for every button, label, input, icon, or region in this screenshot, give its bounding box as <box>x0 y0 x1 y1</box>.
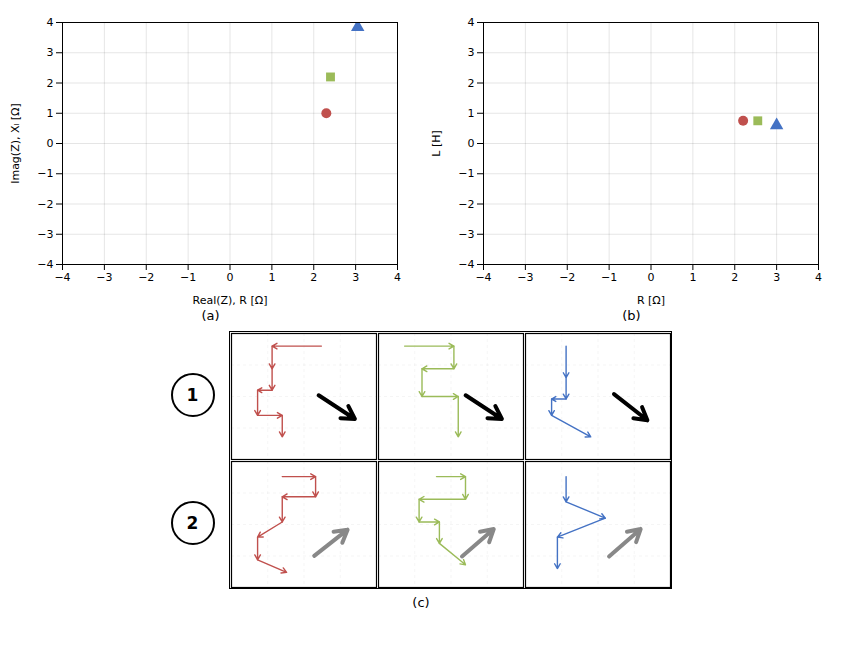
svg-text:Real(Z), R [Ω]: Real(Z), R [Ω] <box>193 294 268 307</box>
svg-text:3: 3 <box>47 46 54 59</box>
svg-text:−3: −3 <box>458 228 474 241</box>
svg-text:−1: −1 <box>458 167 474 180</box>
svg-text:−1: −1 <box>601 271 617 284</box>
svg-text:−4: −4 <box>37 258 53 271</box>
svg-text:−3: −3 <box>96 271 112 284</box>
svg-text:0: 0 <box>648 271 655 284</box>
svg-text:2: 2 <box>468 77 475 90</box>
svg-text:2: 2 <box>310 271 317 284</box>
svg-text:−1: −1 <box>37 167 53 180</box>
svg-text:−3: −3 <box>517 271 533 284</box>
svg-text:4: 4 <box>394 271 401 284</box>
svg-text:3: 3 <box>468 46 475 59</box>
svg-text:−4: −4 <box>54 271 70 284</box>
svg-text:−2: −2 <box>37 198 53 211</box>
svg-text:2: 2 <box>731 271 738 284</box>
svg-text:0: 0 <box>47 137 54 150</box>
svg-text:2: 2 <box>47 77 54 90</box>
svg-text:3: 3 <box>773 271 780 284</box>
svg-text:4: 4 <box>468 16 475 29</box>
svg-text:1: 1 <box>689 271 696 284</box>
svg-text:3: 3 <box>352 271 359 284</box>
svg-text:−3: −3 <box>37 228 53 241</box>
svg-text:1: 1 <box>468 107 475 120</box>
svg-text:−2: −2 <box>559 271 575 284</box>
html-text:1: 1 <box>186 385 199 405</box>
html-text:2: 2 <box>186 513 199 533</box>
svg-text:4: 4 <box>47 16 54 29</box>
svg-text:L [H]: L [H] <box>430 130 443 156</box>
html-text:(b): (b) <box>622 308 641 323</box>
svg-text:−2: −2 <box>138 271 154 284</box>
svg-text:−4: −4 <box>458 258 474 271</box>
svg-text:−2: −2 <box>458 198 474 211</box>
svg-text:−1: −1 <box>180 271 196 284</box>
svg-text:−4: −4 <box>475 271 491 284</box>
svg-text:1: 1 <box>268 271 275 284</box>
svg-text:1: 1 <box>47 107 54 120</box>
html-text:(c): (c) <box>412 595 430 610</box>
svg-text:0: 0 <box>227 271 234 284</box>
svg-text:Imag(Z), Xₗ [Ω]: Imag(Z), Xₗ [Ω] <box>9 103 22 184</box>
svg-text:4: 4 <box>815 271 822 284</box>
html-text:(a): (a) <box>201 308 220 323</box>
svg-text:0: 0 <box>468 137 475 150</box>
svg-text:R [Ω]: R [Ω] <box>637 294 665 307</box>
